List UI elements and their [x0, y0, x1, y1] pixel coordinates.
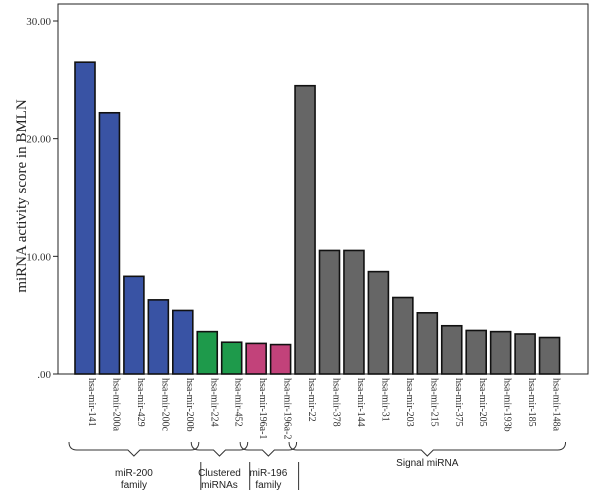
bar [147, 299, 170, 375]
bar [440, 324, 463, 375]
bar [465, 329, 488, 375]
group-label: Signal miRNA [396, 458, 459, 469]
x-tick-label: hsa-mir-205 [477, 378, 488, 427]
x-tick-label: hsa-mir-193b [502, 378, 513, 432]
y-tick-label: 20.00 [26, 134, 51, 146]
x-tick-label: hsa-mir-144 [355, 378, 366, 427]
group-brace [288, 441, 567, 457]
bar [416, 312, 439, 375]
x-tick-label: hsa-mir-200c [159, 378, 170, 432]
bar [538, 336, 561, 375]
group-label: miR-196 family [249, 468, 287, 491]
bar [489, 330, 512, 375]
bar [245, 342, 267, 375]
x-tick-label: hsa-mir-148a [551, 378, 562, 432]
bar [318, 249, 341, 375]
group-label: Clustered miRNAs [198, 468, 241, 491]
bar [392, 296, 414, 375]
bar [514, 333, 536, 375]
x-tick-label: hsa-mir-203 [404, 378, 415, 427]
bar [196, 330, 219, 375]
y-tick-label: .00 [37, 369, 51, 381]
y-axis-label: miRNA activity score in BMLN [14, 99, 30, 292]
bar [269, 343, 292, 375]
bar [123, 275, 145, 375]
x-tick-label: hsa-mir-200a [110, 378, 121, 432]
x-tick-label: hsa-mir-378 [331, 378, 342, 427]
x-tick-label: hsa-mir-375 [453, 378, 464, 427]
x-tick-label: hsa-mir-31 [379, 378, 390, 422]
group-brace [68, 441, 200, 457]
bar [74, 61, 96, 375]
y-tick-label: 30.00 [26, 16, 51, 28]
bar [367, 270, 390, 375]
x-tick-label: hsa-mir-224 [208, 378, 219, 427]
bar [98, 111, 121, 375]
x-tick-label: hsa-mir-429 [135, 378, 146, 427]
bar [172, 309, 194, 375]
y-tick-label: 10.00 [26, 251, 51, 263]
bar [343, 249, 365, 375]
x-tick-label: hsa-mir-200b [184, 378, 195, 432]
x-tick-label: hsa-mir-196a-1 [257, 378, 268, 439]
group-brace [239, 441, 298, 457]
x-tick-label: hsa-mir-141 [86, 378, 97, 427]
x-tick-label: hsa-mir-452 [233, 378, 244, 427]
x-tick-label: hsa-mir-215 [428, 378, 439, 427]
bar [220, 341, 243, 375]
group-label: miR-200 family [115, 468, 153, 491]
x-tick-label: hsa-mir-185 [526, 378, 537, 427]
group-brace [190, 441, 249, 457]
x-tick-label: hsa-mir-22 [306, 378, 317, 422]
bar [294, 84, 316, 375]
plot-area: .00 10.00 20.00 30.00 hsa-mir-141 hsa-mir-200… [26, 3, 589, 491]
x-tick-label: hsa-mir-196a-2 [282, 378, 293, 439]
